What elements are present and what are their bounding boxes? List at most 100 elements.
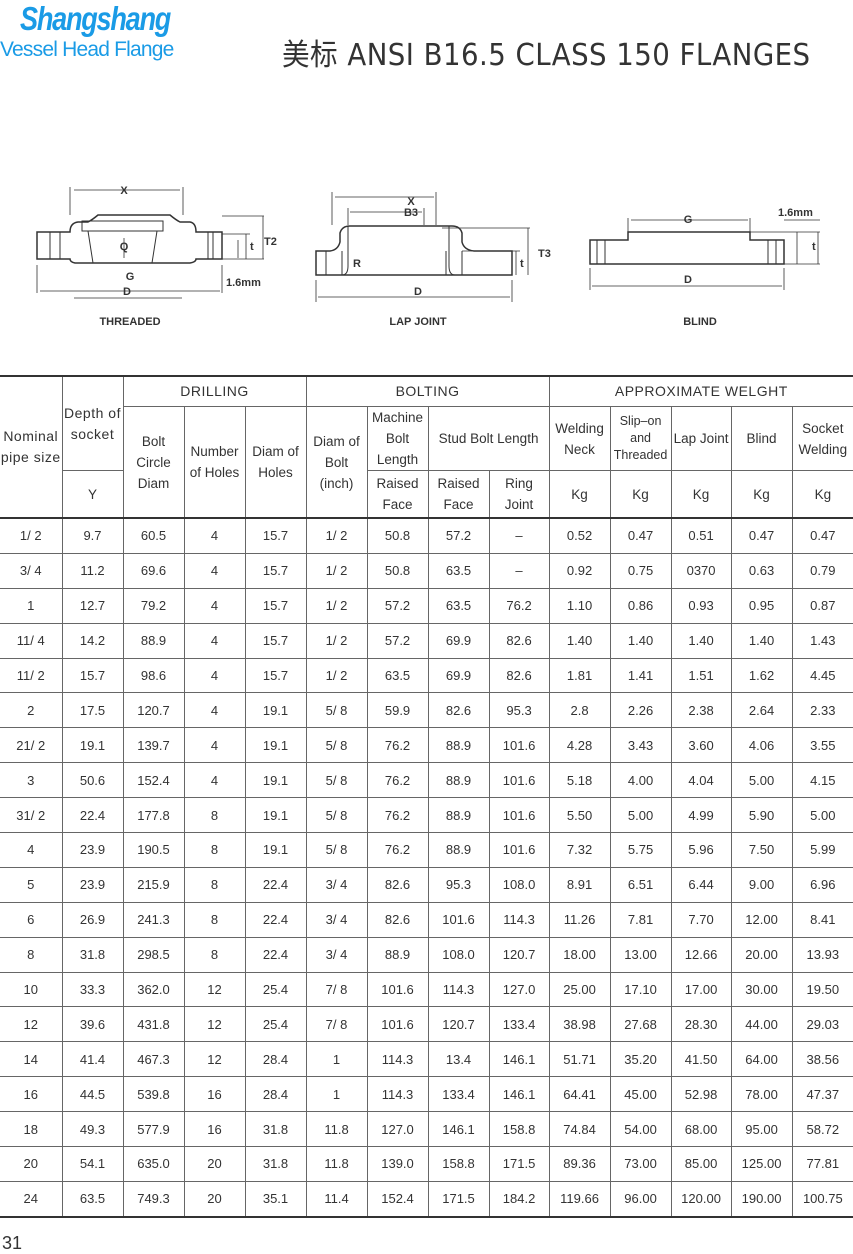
header-bolt-circle-diam: Bolt Circle Diam	[123, 406, 185, 519]
table-cell: 4	[183, 727, 246, 764]
table-cell: 27.68	[609, 1006, 672, 1043]
table-cell: 73.00	[609, 1146, 672, 1182]
header-unit-kg: Kg	[791, 470, 853, 519]
header-unit-kg: Kg	[548, 470, 611, 519]
table-cell: 20	[0, 1146, 63, 1182]
table-cell: 749.3	[122, 1180, 185, 1218]
table-cell: 58.72	[791, 1111, 853, 1148]
table-cell: 3/ 4	[0, 552, 63, 589]
table-cell: 15.7	[244, 517, 307, 554]
table-cell: 139.0	[366, 1146, 429, 1182]
table-cell: 2.26	[609, 692, 672, 729]
table-cell: 33.3	[61, 971, 124, 1008]
table-cell: 30.00	[730, 971, 793, 1008]
table-cell: 101.6	[488, 762, 550, 799]
table-cell: 5.99	[791, 832, 853, 868]
table-cell: 38.56	[791, 1041, 853, 1078]
header-ring-joint: Ring Joint	[488, 470, 550, 519]
threaded-diagram: X Q G D t T2 1.6mm THREADED	[36, 185, 277, 328]
table-cell: 241.3	[122, 901, 185, 938]
table-cell: 49.3	[61, 1111, 124, 1148]
lap-label-x: X	[407, 196, 415, 208]
table-cell: 5.00	[730, 762, 793, 799]
table-cell: 362.0	[122, 971, 185, 1008]
table-cell: 184.2	[488, 1180, 550, 1218]
table-row: 12 39.6 431.8 12 25.4 7/ 8 101.6 120.7 133.4 38.9…	[0, 1006, 853, 1043]
table-cell: 4.04	[670, 762, 732, 799]
table-cell: 76.2	[366, 832, 429, 868]
table-cell: 82.6	[427, 692, 490, 729]
table-cell: 54.00	[609, 1111, 672, 1148]
table-cell: 17.5	[61, 692, 124, 729]
table-cell: 69.9	[427, 657, 490, 694]
flange-diagrams: X Q G D t T2 1.6mm THREADED X B3 R D t T…	[0, 170, 853, 340]
table-cell: 88.9	[122, 622, 185, 659]
table-cell: 59.9	[366, 692, 429, 729]
threaded-caption: THREADED	[99, 316, 160, 328]
table-row: 16 44.5 539.8 16 28.4 1 114.3 133.4 146.1 64.41 45…	[0, 1076, 853, 1113]
table-cell: 10	[0, 971, 63, 1008]
table-cell: 4	[183, 552, 246, 589]
table-cell: 7/ 8	[305, 1006, 368, 1043]
table-cell: 24	[0, 1180, 63, 1218]
threaded-label-g: G	[126, 271, 135, 283]
table-cell: 133.4	[427, 1076, 490, 1113]
table-cell: 5.18	[548, 762, 611, 799]
table-cell: 0.51	[670, 517, 732, 554]
table-cell: 4	[0, 832, 63, 868]
table-cell: 2.8	[548, 692, 611, 729]
header-stud-bolt-length: Stud Bolt Length	[427, 406, 550, 471]
table-cell: 50.8	[366, 517, 429, 554]
table-cell: 158.8	[427, 1146, 490, 1182]
table-cell: 12.7	[61, 587, 124, 624]
table-cell: 19.1	[244, 727, 307, 764]
table-cell: 16	[183, 1076, 246, 1113]
table-cell: 146.1	[488, 1076, 550, 1113]
table-row: 6 26.9 241.3 8 22.4 3/ 4 82.6 101.6 114.3 11.26 7.…	[0, 901, 853, 938]
table-body: 1/ 2 9.7 60.5 4 15.7 1/ 2 50.8 57.2–0.52 0.47 0.5…	[0, 517, 853, 1218]
lap-label-r: R	[353, 258, 361, 270]
table-cell: 158.8	[488, 1111, 550, 1148]
table-cell: 4.99	[670, 797, 732, 834]
table-cell: 47.37	[791, 1076, 853, 1113]
group-drilling: DRILLING	[122, 375, 307, 407]
table-cell: 120.7	[488, 936, 550, 973]
table-cell: 8.91	[548, 866, 611, 903]
table-cell: 1.10	[548, 587, 611, 624]
table-cell: 190.00	[730, 1180, 793, 1218]
table-cell: 1.40	[548, 622, 611, 659]
header-nominal-pipe-size: Nominal pipe size	[0, 375, 63, 519]
lap-label-b3: B3	[404, 207, 418, 219]
table-cell: 171.5	[427, 1180, 490, 1218]
table-cell: 14.2	[61, 622, 124, 659]
table-cell: 64.41	[548, 1076, 611, 1113]
header-diam-of-holes: Diam of Holes	[244, 406, 307, 519]
table-cell: 7/ 8	[305, 971, 368, 1008]
header-machine-bolt-length: Machine Bolt Length	[366, 406, 429, 471]
table-row: 10 33.3 362.0 12 25.4 7/ 8 101.6 114.3 127.0 25.0…	[0, 971, 853, 1008]
table-cell: 82.6	[366, 901, 429, 938]
table-cell: 101.6	[427, 901, 490, 938]
table-cell: 577.9	[122, 1111, 185, 1148]
table-cell: 68.00	[670, 1111, 732, 1148]
table-cell: 5/ 8	[305, 762, 368, 799]
table-cell: 12	[183, 1041, 246, 1078]
table-cell: 2	[0, 692, 63, 729]
table-cell: 1	[305, 1076, 368, 1113]
table-cell: 2.38	[670, 692, 732, 729]
table-cell: 431.8	[122, 1006, 185, 1043]
table-cell: 57.2	[366, 587, 429, 624]
table-cell: –	[488, 517, 550, 554]
blind-label-t: t	[812, 241, 816, 253]
blind-diagram: G D t 1.6mm BLIND	[589, 207, 820, 328]
header-slip-on-threaded: Slip–on and Threaded	[609, 406, 672, 471]
table-cell: 4.00	[609, 762, 672, 799]
table-cell: 88.9	[366, 936, 429, 973]
group-approximate-weight: APPROXIMATE WELGHT	[548, 375, 853, 407]
header-depth-of-socket: Depth of socket	[61, 375, 124, 471]
page-number: 31	[2, 1233, 23, 1253]
table-cell: 119.66	[548, 1180, 611, 1218]
table-row: 8 31.8 298.5 8 22.4 3/ 4 88.9 108.0 120.7 18.00 13…	[0, 936, 853, 973]
table-cell: 82.6	[366, 866, 429, 903]
table-cell: 5.00	[609, 797, 672, 834]
